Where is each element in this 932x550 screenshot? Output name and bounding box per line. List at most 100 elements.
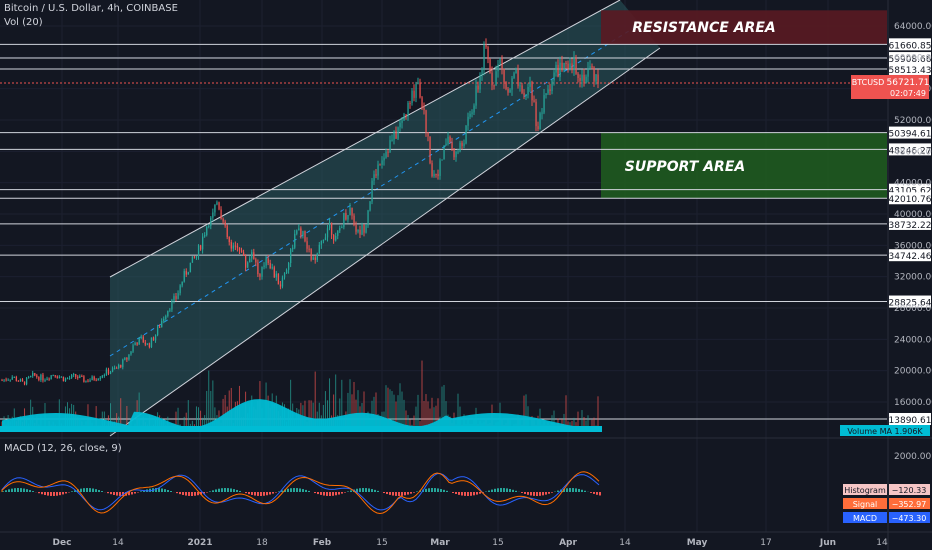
macd-histogram-bar	[470, 492, 472, 496]
macd-histogram-bar	[491, 489, 493, 492]
candle-body	[300, 228, 302, 236]
candle-body	[429, 136, 431, 164]
candle-body	[144, 342, 146, 345]
candle-body	[310, 249, 312, 260]
macd-histogram-bar	[29, 490, 31, 492]
macd-histogram-bar	[503, 488, 505, 492]
macd-histogram-bar	[239, 490, 241, 492]
macd-histogram-bar	[521, 492, 523, 493]
candle-body	[175, 296, 177, 299]
candle-body	[281, 277, 284, 287]
candle-body	[23, 381, 26, 385]
macd-histogram-bar	[110, 492, 112, 495]
macd-histogram-bar	[593, 492, 595, 494]
support-zone-label: SUPPORT AREA	[625, 159, 745, 175]
candle-body	[491, 72, 493, 86]
candle-body	[130, 351, 132, 355]
volume-bar	[333, 394, 335, 430]
candle-body	[296, 230, 298, 234]
macd-histogram-bar	[71, 491, 73, 492]
candle-body	[551, 80, 553, 91]
candle-body	[277, 273, 280, 285]
macd-histogram-bar	[428, 488, 430, 492]
volume-bar	[417, 394, 419, 430]
macd-histogram-bar	[551, 492, 553, 493]
candle-body	[533, 100, 535, 102]
volume-bar	[357, 390, 359, 430]
candle-body	[95, 379, 97, 381]
macd-histogram-bar	[89, 488, 91, 492]
candle-body	[111, 368, 114, 372]
candle-body	[134, 342, 136, 346]
macd-histogram-bar	[44, 492, 46, 496]
macd-histogram-bar	[41, 492, 43, 495]
volume-bar	[591, 419, 593, 430]
macd-histogram-bar	[17, 488, 19, 492]
macd-histogram-bar	[20, 488, 22, 492]
macd-histogram-bar	[377, 490, 379, 492]
volume-bar	[353, 382, 355, 430]
candle-body	[383, 157, 385, 161]
volume-bar	[314, 371, 316, 430]
macd-histogram-bar	[62, 492, 64, 495]
candle-body	[263, 265, 265, 268]
level-tag-label: 61660.85	[889, 41, 932, 51]
candle-body	[324, 237, 327, 241]
candle-body	[539, 113, 541, 130]
candle-body	[459, 142, 461, 152]
candle-body	[87, 380, 89, 382]
macd-histogram-bar	[434, 488, 436, 492]
macd-histogram-bar	[545, 492, 547, 495]
candle-body	[312, 257, 314, 260]
volume-bar	[126, 405, 128, 430]
candle-body	[50, 375, 52, 380]
macd-histogram-bar	[413, 492, 415, 493]
candle-body	[173, 296, 175, 301]
candle-body	[91, 376, 93, 381]
macd-histogram-bar	[329, 492, 331, 496]
candle-body	[275, 273, 278, 278]
volume-bar	[351, 394, 353, 430]
macd-histogram-bar	[101, 491, 103, 492]
macd-histogram-bar	[116, 492, 118, 496]
candle-body	[465, 125, 467, 144]
candle-body	[220, 209, 222, 219]
level-tag-label: 28825.64	[889, 299, 932, 309]
candle-body	[509, 89, 511, 93]
price-axis-label: 32000.00	[894, 273, 932, 283]
volume-bar	[523, 395, 525, 430]
macd-histogram-bar	[158, 488, 160, 492]
time-axis-label: May	[687, 538, 708, 548]
level-tag-label: 34742.46	[889, 252, 932, 262]
macd-histogram-bar	[584, 490, 586, 492]
candle-body	[425, 110, 427, 133]
candle-body	[285, 269, 288, 274]
price-axis-label: 24000.00	[894, 335, 932, 345]
macd-histogram-bar	[569, 488, 571, 492]
candle-body	[561, 62, 563, 71]
macd-histogram-bar	[281, 490, 283, 492]
volume-bar	[198, 407, 200, 430]
candle-body	[487, 46, 489, 60]
candle-body	[357, 229, 359, 232]
candle-body	[171, 300, 173, 310]
macd-histogram-bar	[221, 488, 223, 492]
candle-body	[485, 44, 487, 47]
volume-bar	[393, 394, 395, 430]
histogram-value: −120.33	[892, 486, 927, 495]
candle-body	[298, 228, 300, 231]
candle-body	[93, 376, 95, 380]
macd-histogram-bar	[368, 488, 370, 492]
macd-histogram-bar	[59, 492, 61, 496]
volume-bar	[324, 391, 326, 430]
candle-body	[389, 140, 391, 153]
volume-bar	[385, 385, 387, 430]
candle-body	[68, 377, 71, 379]
volume-bar	[322, 404, 324, 430]
candle-body	[251, 252, 253, 259]
candle-body	[469, 113, 471, 117]
candle-body	[330, 222, 333, 235]
macd-histogram-bar	[176, 492, 178, 494]
candle-body	[583, 74, 585, 84]
